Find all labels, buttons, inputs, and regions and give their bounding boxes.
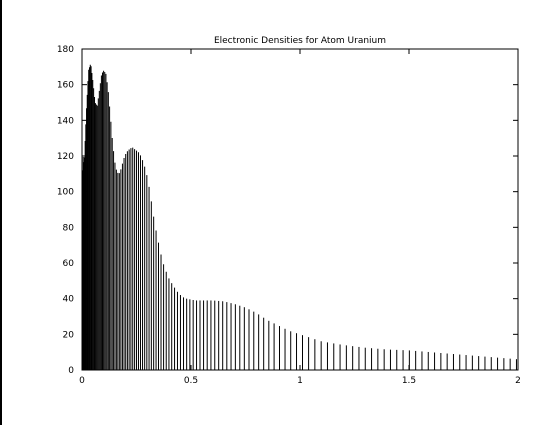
density-bars — [81, 64, 517, 370]
plot-frame — [81, 48, 519, 371]
y-tick-label: 20 — [63, 330, 75, 340]
y-tick-label: 180 — [57, 45, 74, 55]
y-tick-label: 40 — [63, 295, 75, 305]
left-edge-rule — [0, 0, 2, 425]
x-axis: 0 0.5 1 1.5 2 — [79, 49, 521, 386]
x-tick-label: 0.5 — [184, 376, 198, 386]
y-tick-label: 140 — [57, 116, 74, 126]
x-tick-label: 2 — [515, 376, 521, 386]
y-tick-label: 160 — [57, 81, 74, 91]
x-tick-label: 0 — [79, 376, 85, 386]
y-tick-label: 120 — [57, 152, 74, 162]
y-tick-label: 60 — [63, 259, 75, 269]
x-tick-label: 1.5 — [402, 376, 416, 386]
chart-title: Electronic Densities for Atom Uranium — [214, 36, 386, 46]
x-tick-label: 1 — [297, 376, 303, 386]
y-tick-label: 100 — [57, 188, 74, 198]
y-tick-label: 0 — [68, 366, 74, 376]
y-tick-label: 80 — [63, 223, 75, 233]
